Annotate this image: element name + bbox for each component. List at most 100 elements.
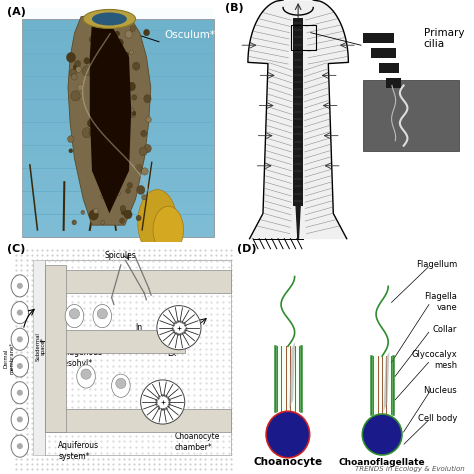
Bar <box>22 146 214 157</box>
Circle shape <box>72 74 77 80</box>
Circle shape <box>105 63 109 68</box>
Text: In: In <box>135 323 142 332</box>
Text: Glycocalyx
mesh: Glycocalyx mesh <box>411 350 457 370</box>
Ellipse shape <box>77 365 95 388</box>
Circle shape <box>128 82 136 91</box>
Bar <box>22 31 214 42</box>
Text: Flagellum: Flagellum <box>416 261 457 269</box>
Circle shape <box>142 195 146 200</box>
Bar <box>364 81 459 151</box>
Circle shape <box>82 128 91 138</box>
Circle shape <box>17 416 23 422</box>
Circle shape <box>121 210 127 215</box>
Text: Primary
cilia: Primary cilia <box>424 27 464 49</box>
Bar <box>22 169 214 180</box>
Circle shape <box>17 390 23 396</box>
Text: Choanocyte: Choanocyte <box>253 457 322 467</box>
Circle shape <box>157 306 201 350</box>
Text: Dermal
membrane*: Dermal membrane* <box>4 342 15 374</box>
Bar <box>386 78 401 88</box>
Circle shape <box>97 84 105 92</box>
Ellipse shape <box>111 374 130 397</box>
Circle shape <box>69 149 73 153</box>
Circle shape <box>132 95 137 100</box>
Polygon shape <box>289 342 295 409</box>
Circle shape <box>116 191 120 196</box>
Polygon shape <box>296 206 300 239</box>
Text: Aquiferous
system*: Aquiferous system* <box>58 441 99 461</box>
Bar <box>22 226 214 237</box>
Circle shape <box>96 27 106 37</box>
Circle shape <box>89 36 95 43</box>
Bar <box>371 356 393 414</box>
Ellipse shape <box>11 301 28 324</box>
Circle shape <box>119 218 125 223</box>
Circle shape <box>120 127 125 132</box>
Bar <box>22 54 214 65</box>
Circle shape <box>81 210 85 214</box>
Circle shape <box>146 117 151 123</box>
Circle shape <box>136 215 141 221</box>
Circle shape <box>133 62 140 70</box>
Circle shape <box>110 77 117 84</box>
Bar <box>46 270 231 293</box>
Bar <box>22 65 214 76</box>
Circle shape <box>17 283 23 289</box>
Ellipse shape <box>11 328 28 350</box>
Bar <box>22 134 214 145</box>
Ellipse shape <box>153 206 183 254</box>
Circle shape <box>70 69 76 76</box>
Bar <box>22 100 214 111</box>
Circle shape <box>100 220 105 225</box>
Bar <box>46 330 185 353</box>
Bar <box>364 33 393 43</box>
Circle shape <box>124 210 132 219</box>
Bar <box>22 19 214 237</box>
Text: (D): (D) <box>237 244 256 254</box>
Circle shape <box>89 210 99 220</box>
Circle shape <box>17 363 23 369</box>
Text: (B): (B) <box>225 2 244 12</box>
Circle shape <box>66 53 75 63</box>
Text: Osculum*: Osculum* <box>164 30 215 40</box>
Circle shape <box>97 309 108 319</box>
Ellipse shape <box>93 304 111 328</box>
Bar <box>22 215 214 226</box>
Circle shape <box>92 168 96 173</box>
Circle shape <box>101 193 107 199</box>
Circle shape <box>106 95 113 103</box>
Bar <box>22 43 214 54</box>
Ellipse shape <box>92 12 127 26</box>
Circle shape <box>17 443 23 449</box>
Circle shape <box>102 164 109 171</box>
Ellipse shape <box>11 355 28 377</box>
Text: Ex: Ex <box>167 349 177 358</box>
Bar <box>291 25 316 50</box>
Text: Collagenous
mesohyl*: Collagenous mesohyl* <box>56 348 103 367</box>
Circle shape <box>100 35 105 40</box>
Circle shape <box>141 380 185 424</box>
Circle shape <box>127 182 133 188</box>
Circle shape <box>142 168 148 175</box>
Ellipse shape <box>362 414 402 455</box>
Bar <box>22 19 214 30</box>
Circle shape <box>89 117 97 125</box>
Ellipse shape <box>65 304 84 328</box>
Circle shape <box>93 208 99 214</box>
Circle shape <box>130 111 136 118</box>
Circle shape <box>125 30 132 38</box>
Circle shape <box>69 309 80 319</box>
Text: Collar: Collar <box>433 326 457 335</box>
Circle shape <box>75 61 81 67</box>
Circle shape <box>68 136 74 143</box>
Ellipse shape <box>11 382 28 404</box>
Circle shape <box>77 84 83 91</box>
Bar <box>293 18 303 206</box>
Circle shape <box>116 378 126 389</box>
Circle shape <box>112 151 122 161</box>
Bar <box>46 409 231 432</box>
Circle shape <box>144 144 151 153</box>
Bar <box>22 157 214 168</box>
Circle shape <box>89 129 95 136</box>
Ellipse shape <box>11 275 28 297</box>
